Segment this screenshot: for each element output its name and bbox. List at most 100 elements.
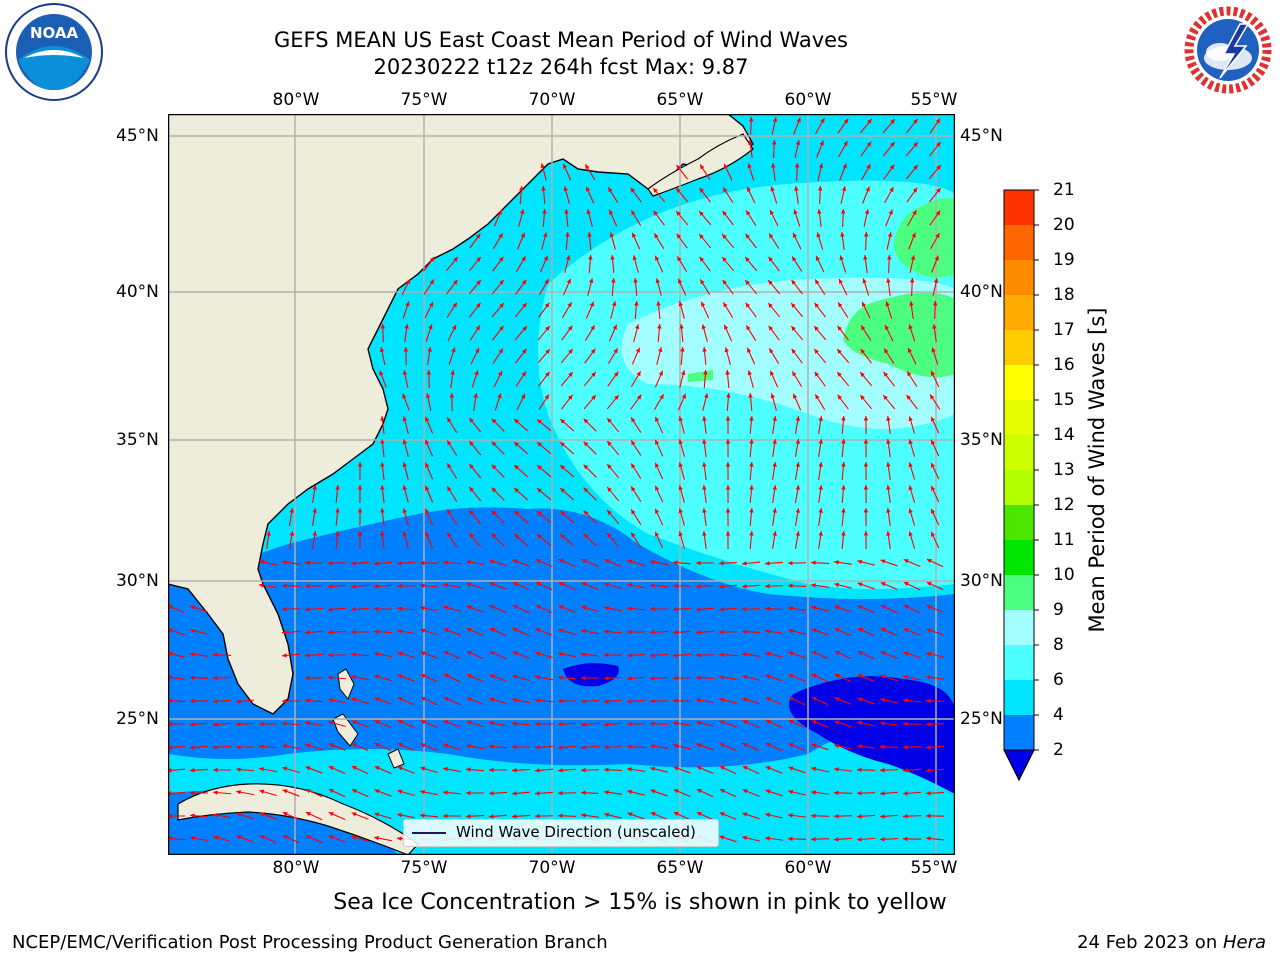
wind-arrow-head	[563, 163, 568, 169]
wind-arrow-head	[742, 584, 747, 589]
wind-arrow-head	[591, 372, 596, 377]
wind-arrow-head	[719, 561, 724, 566]
period-band-9-10-b	[843, 292, 955, 378]
wind-arrow-head	[535, 745, 540, 750]
wind-arrow-head	[795, 462, 801, 467]
wind-arrow-head	[655, 278, 660, 284]
wind-arrow-head	[190, 835, 195, 841]
wind-arrow-head	[719, 835, 725, 840]
wind-arrow-head	[631, 532, 636, 538]
wind-arrow-head	[425, 393, 431, 399]
wind-arrow-head	[476, 280, 481, 285]
lon-label-top-60w: 60°W	[784, 90, 832, 110]
wind-arrow-head	[862, 278, 867, 284]
lon-label-bottom-80w: 80°W	[272, 858, 320, 878]
wind-arrow-head	[699, 256, 705, 262]
wind-arrow-head	[397, 606, 402, 611]
wind-arrow-head	[489, 559, 495, 564]
wind-arrow-head	[512, 744, 517, 750]
period-band-below-2-a	[788, 676, 955, 794]
wind-arrow-head	[560, 442, 566, 447]
wind-arrow-head	[814, 371, 820, 377]
lat-label-left-40n: 40°N	[116, 282, 159, 302]
wind-arrow-head	[466, 582, 472, 587]
footer-credit: NCEP/EMC/Verification Post Processing Pr…	[12, 932, 608, 953]
wind-arrow-head	[913, 142, 918, 147]
wind-arrow-head	[404, 324, 409, 329]
wind-arrow-head	[498, 256, 504, 262]
wind-arrow-head	[351, 584, 356, 589]
wind-arrow-head	[770, 370, 775, 376]
wind-arrow-head	[564, 209, 569, 214]
wind-wave-map	[168, 114, 955, 855]
wind-arrow-head	[282, 721, 287, 726]
wind-arrow-head	[519, 209, 525, 215]
wind-arrow-head	[655, 508, 660, 514]
wind-arrow-head	[627, 559, 633, 564]
wind-arrow-head	[765, 836, 770, 841]
wind-arrow-head	[402, 393, 407, 399]
graticule	[168, 114, 955, 855]
wind-arrow-head	[818, 462, 823, 467]
wind-arrow-head	[696, 720, 702, 726]
lon-label-bottom-60w: 60°W	[784, 858, 832, 878]
wind-arrow-head	[604, 652, 609, 658]
wind-arrow-head	[749, 531, 754, 536]
wind-arrow-head	[328, 675, 333, 680]
wind-arrow-head	[742, 743, 748, 748]
wind-arrow-head	[719, 675, 724, 680]
wind-arrow-head	[880, 697, 886, 703]
wind-arrow-head	[397, 720, 403, 725]
lat-label-right-35n: 35°N	[960, 430, 1003, 450]
wind-arrow-head	[794, 186, 799, 191]
wind-arrow-head	[795, 416, 801, 421]
wind-arrow-head	[466, 559, 471, 565]
wind-arrow-head	[521, 279, 527, 285]
wind-arrow-head	[213, 745, 218, 750]
wind-arrow-head	[357, 485, 363, 490]
wind-arrow-head	[627, 721, 632, 727]
wind-arrow-head	[931, 531, 936, 537]
wind-arrow-head	[768, 280, 773, 285]
wind-arrow-head	[443, 743, 449, 748]
wind-arrow-head	[627, 699, 632, 704]
wind-arrow-head	[312, 508, 317, 513]
wind-arrow-head	[305, 743, 311, 748]
wind-arrow-head	[834, 790, 839, 796]
wind-arrow-head	[791, 326, 796, 331]
wind-arrow-head	[499, 303, 504, 308]
wind-arrow-head	[725, 439, 731, 444]
wind-arrow-head	[512, 651, 518, 656]
wind-arrow-head	[607, 487, 612, 492]
wind-arrow-head	[491, 487, 497, 493]
wind-arrow-head	[282, 743, 287, 749]
wind-arrow-head	[722, 279, 728, 285]
cuba-land	[177, 783, 419, 855]
wind-arrow-head	[863, 439, 869, 444]
wind-arrow-head	[650, 559, 655, 565]
wind-arrow-head	[190, 698, 195, 704]
wind-arrow-head	[190, 652, 195, 657]
wind-arrow-head	[282, 653, 287, 658]
wind-arrow-head	[811, 836, 816, 842]
wind-arrow-head	[168, 791, 172, 796]
wind-arrow-head	[930, 394, 935, 400]
wind-arrow-head	[908, 508, 913, 514]
wind-arrow-head	[466, 628, 472, 633]
wind-arrow-head	[841, 531, 846, 536]
wind-arrow-head	[650, 698, 655, 704]
colorbar-tick-label: 17	[1053, 320, 1075, 340]
wind-arrow-head	[742, 835, 748, 841]
wind-arrow-head	[425, 439, 430, 445]
wind-arrow-head	[834, 651, 840, 656]
wind-arrow-head	[609, 209, 614, 215]
colorbar-tick-label: 13	[1053, 460, 1075, 480]
wind-arrow-head	[788, 836, 793, 842]
wind-arrow-head	[236, 789, 241, 795]
wind-arrow-head	[565, 255, 571, 261]
wind-arrow-head	[880, 628, 886, 633]
wind-arrow-head	[772, 117, 778, 123]
wind-arrow-head	[795, 508, 801, 513]
wind-arrow-head	[814, 326, 819, 331]
wind-arrow-head	[426, 370, 432, 375]
